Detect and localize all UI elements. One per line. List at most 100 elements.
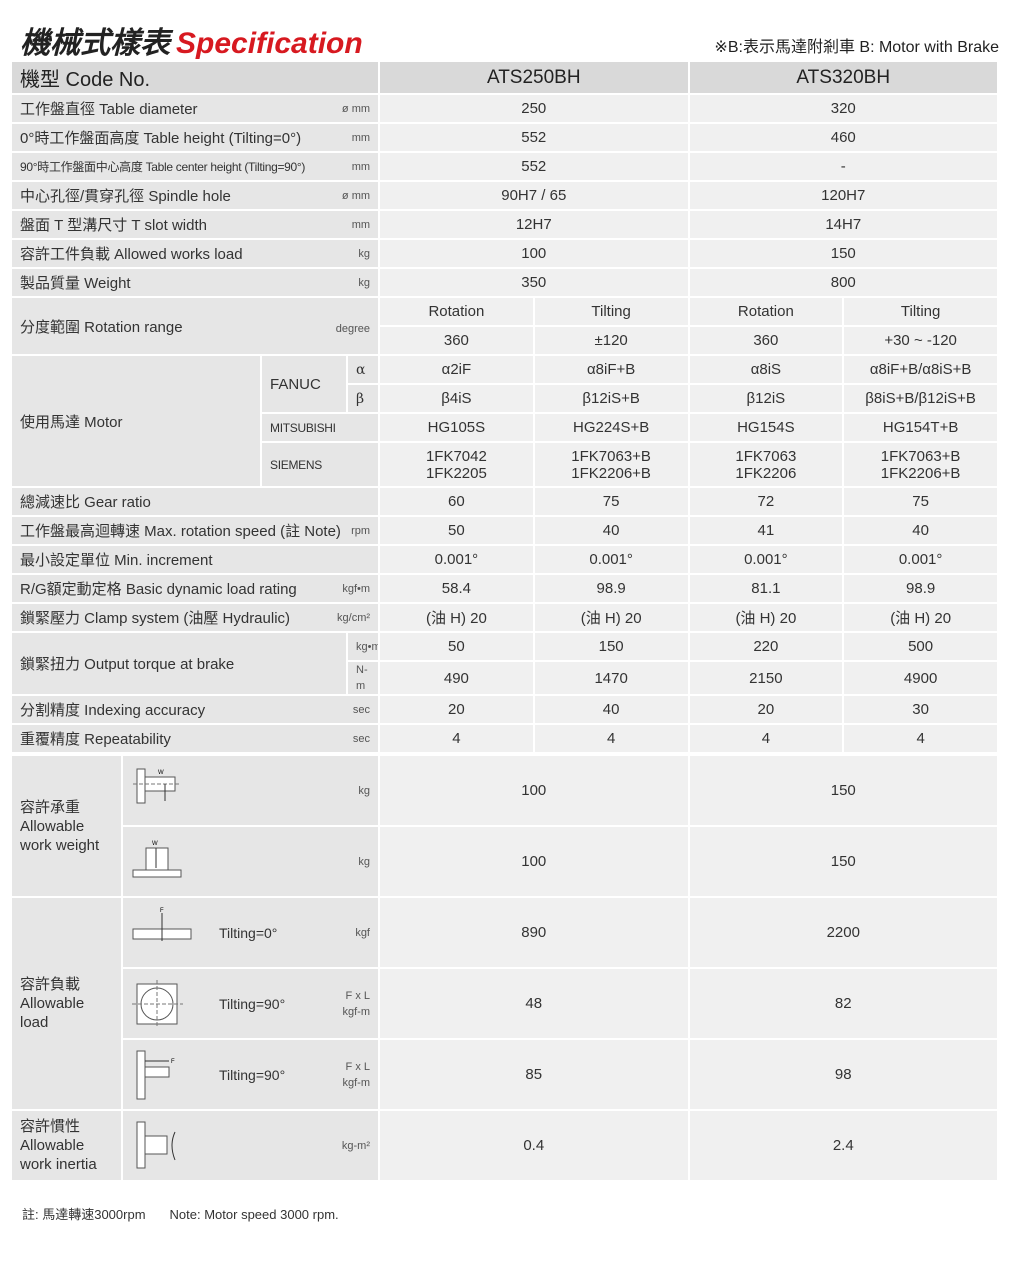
label-wrap: 最小設定單位 Min. increment: [20, 549, 370, 570]
row-label: R/G額定動定格 Basic dynamic load rating kgf•m: [12, 575, 379, 602]
value-cell: 2200: [689, 898, 997, 967]
motor-value: HG154S: [689, 414, 843, 441]
rotation-head: Rotation: [380, 298, 533, 325]
row-label: 0°時工作盤面高度 Table height (Tilting=0°) mm: [12, 124, 379, 151]
label-wrap: 製品質量 Weight kg: [20, 272, 370, 293]
value-cell: 40: [844, 517, 997, 544]
label-text: 分度範圍 Rotation range: [20, 318, 183, 336]
value-cell: (油 H) 20: [689, 604, 843, 631]
table-row: 中心孔徑/貫穿孔徑 Spindle hole ø mm 90H7 / 65 120H7: [12, 182, 997, 209]
value-cell: (油 H) 20: [380, 604, 533, 631]
vertical-force-diagram-icon: F: [132, 908, 192, 941]
unit-label: sec: [352, 732, 371, 745]
value-cell: 100: [380, 756, 688, 825]
beta-symbol: β: [348, 385, 379, 412]
table-row: 機型 Code No. ATS250BH ATS320BH: [12, 62, 997, 93]
unit-label: kgf: [355, 926, 370, 939]
motor-value: β8iS+B/β12iS+B: [844, 385, 997, 412]
footer-note: 註: 馬達轉速3000rpm Note: Motor speed 3000 rpm…: [22, 1204, 339, 1223]
value-cell: 500: [844, 633, 997, 660]
inertia-diagram-icon: [136, 1121, 176, 1168]
face-moment-diagram-icon: [132, 979, 183, 1028]
label-wrap: 分度範圍 Rotation range degree: [20, 315, 370, 337]
value-cell: 81.1: [689, 575, 843, 602]
top-load-diagram-icon: W: [132, 841, 182, 877]
footer-note-zh: 註: 馬達轉速3000rpm: [22, 1207, 146, 1222]
label-text: 重覆精度 Repeatability: [20, 731, 171, 748]
rotation-value: 360: [380, 327, 533, 354]
value-cell: 98: [689, 1040, 997, 1109]
unit-label: mm: [351, 218, 371, 231]
unit-label: F x L kgf-m: [342, 989, 371, 1018]
value-cell: 0.001°: [380, 546, 533, 573]
unit-label: F x L kgf-m: [342, 1060, 371, 1089]
table-row: 鎖緊扭力 Output torque at brake kg•m 50 150 220 5…: [12, 633, 997, 694]
svg-text:W: W: [152, 841, 158, 847]
unit-label: rpm: [351, 524, 371, 537]
value-cell: 2.4: [689, 1111, 997, 1180]
rotation-head: Tilting: [844, 298, 997, 325]
side-moment-diagram-icon: F: [136, 1050, 175, 1099]
table-row: 分割精度 Indexing accuracy sec 20 40 20 30: [12, 696, 997, 723]
value-cell: 50: [380, 633, 533, 660]
label-wrap: R/G額定動定格 Basic dynamic load rating kgf•m: [20, 578, 370, 599]
diagram-cell: F Tilting=90° F x L kgf-m: [123, 1040, 378, 1109]
rotation-value: ±120: [534, 327, 688, 354]
value-cell: 4: [689, 725, 843, 752]
page-title: 機械式樣表 Specification: [20, 18, 363, 62]
value-cell: 4: [844, 725, 997, 752]
rotation-value: 360: [689, 327, 843, 354]
rotation-head: Tilting: [534, 298, 688, 325]
value-cell: 75: [534, 488, 688, 515]
alpha-symbol: α: [348, 356, 379, 383]
label-text: 0°時工作盤面高度 Table height (Tilting=0°): [20, 130, 302, 147]
row-label: 最小設定單位 Min. increment: [12, 546, 379, 573]
unit-label: kg/cm²: [337, 611, 371, 624]
value-cell: 40: [534, 517, 688, 544]
value-cell: 72: [689, 488, 843, 515]
value-cell: 50: [380, 517, 533, 544]
value-cell: 60: [380, 488, 533, 515]
motor-value: α2iF: [380, 356, 533, 383]
side-load-diagram-icon: W: [133, 768, 181, 803]
value-cell: 490: [380, 662, 533, 694]
value-cell: 48: [380, 969, 688, 1038]
title-en: Specification: [176, 27, 363, 60]
value-cell: 460: [689, 124, 997, 151]
label-wrap: 盤面 T 型溝尺寸 T slot width mm: [20, 214, 370, 235]
label-text: 鎖緊壓力 Clamp system (油壓 Hydraulic): [20, 610, 291, 627]
table-row: SIEMENS 1FK7042 1FK2205 1FK7063+B 1FK2206+…: [12, 443, 997, 486]
table-row: N-m 490 1470 2150 4900: [12, 662, 997, 694]
label-wrap: 鎖緊壓力 Clamp system (油壓 Hydraulic) kg/cm²: [20, 607, 370, 628]
value-cell: 75: [844, 488, 997, 515]
label-wrap: 90°時工作盤面中心高度 Table center height (Tiltin…: [20, 158, 370, 175]
label-wrap: 中心孔徑/貫穿孔徑 Spindle hole ø mm: [20, 185, 370, 206]
siemens-label: SIEMENS: [262, 443, 379, 486]
value-cell: 1470: [534, 662, 688, 694]
footer-note-en: Note: Motor speed 3000 rpm.: [169, 1207, 339, 1222]
label-text: 製品質量 Weight: [20, 275, 131, 292]
value-cell: 82: [689, 969, 997, 1038]
unit-label: kg: [358, 855, 370, 868]
motor-value: 1FK7063+B 1FK2206+B: [844, 443, 997, 486]
tilting-note: Tilting=90°: [219, 995, 286, 1012]
unit-label: sec: [352, 703, 371, 716]
unit-label: degree: [335, 323, 371, 335]
value-cell: 14H7: [689, 211, 997, 238]
motor-value: 1FK7042 1FK2205: [380, 443, 533, 486]
table-row: 工作盤最高迴轉速 Max. rotation speed (註 Note) rpm…: [12, 517, 997, 544]
value-cell: 0.001°: [844, 546, 997, 573]
row-label: 盤面 T 型溝尺寸 T slot width mm: [12, 211, 379, 238]
motor-value: α8iF+B/α8iS+B: [844, 356, 997, 383]
unit-label: kg: [358, 276, 371, 289]
value-cell: (油 H) 20: [534, 604, 688, 631]
brake-note: ※B:表示馬達附剎車 B: Motor with Brake: [714, 39, 999, 56]
label-text: 工作盤最高迴轉速 Max. rotation speed (註 Note): [20, 523, 341, 540]
value-cell: 552: [380, 124, 688, 151]
motor-value: β4iS: [380, 385, 533, 412]
